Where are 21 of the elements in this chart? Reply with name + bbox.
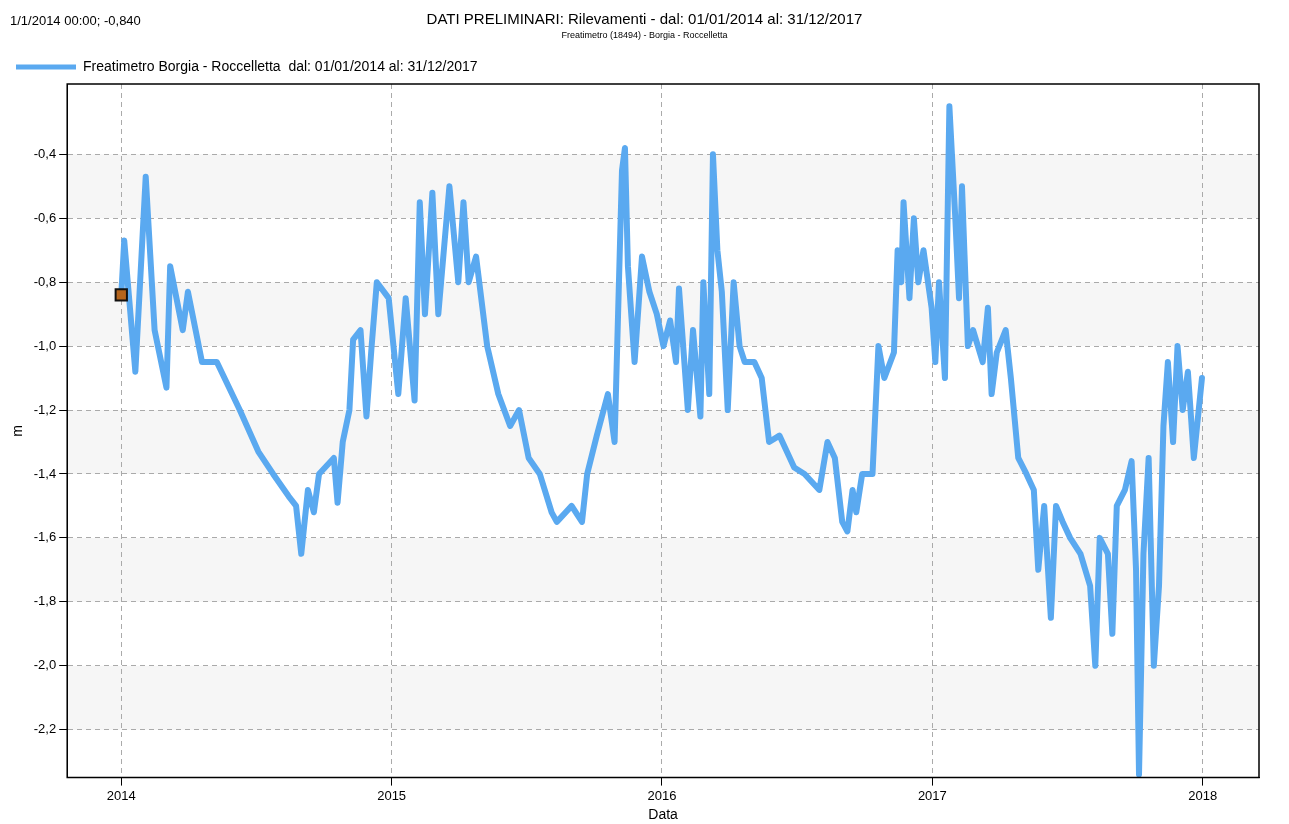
x-tick-label: 2017 <box>917 787 947 803</box>
chart-subtitle: Freatimetro (18494) - Borgia - Roccelletta <box>560 30 729 40</box>
y-tick-label: -1,0 <box>33 337 57 353</box>
y-tick-label: -0,8 <box>33 273 57 289</box>
legend-label: Freatimetro Borgia - Roccelletta dal: 01/01/2014 al: 31/12/2017 <box>83 57 478 74</box>
y-tick-label: -2,2 <box>33 721 57 737</box>
y-tick-label: -1,8 <box>33 593 57 609</box>
y-tick-label: -2,0 <box>33 657 57 673</box>
x-tick-label: 2015 <box>377 787 407 803</box>
y-tick-label: -1,4 <box>33 465 57 481</box>
y-tick-label: -0,6 <box>33 209 57 225</box>
x-tick-label: 2014 <box>106 787 136 803</box>
chart-title: DATI PRELIMINARI: Rilevamenti - dal: 01/01/2014 al: 31/12/2017 <box>426 10 863 27</box>
y-tick-label: -1,6 <box>33 529 57 545</box>
x-tick-label: 2016 <box>647 787 677 803</box>
x-tick-label: 2018 <box>1188 787 1218 803</box>
y-tick-label: -0,4 <box>33 145 57 161</box>
x-axis-title: Data <box>648 806 679 823</box>
y-axis-title: m <box>9 424 26 437</box>
text: 1/1/2014 00:00; -0,840 <box>10 13 141 28</box>
y-tick-label: -1,2 <box>33 401 57 417</box>
